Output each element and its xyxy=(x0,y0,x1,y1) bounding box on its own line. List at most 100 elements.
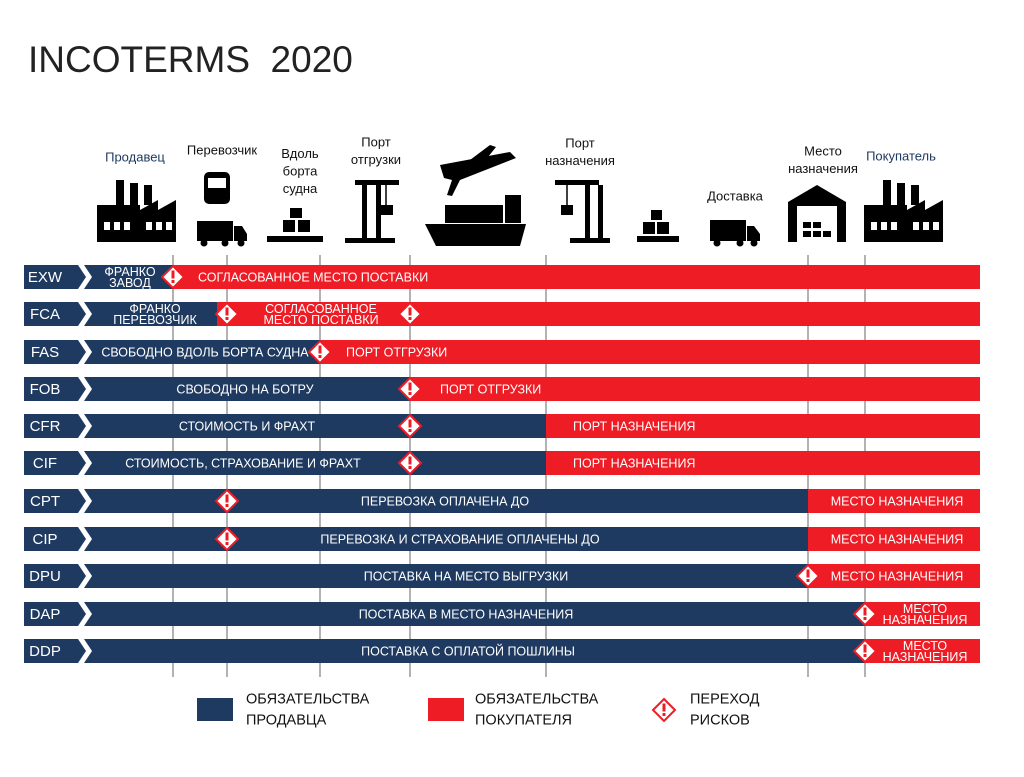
risk-transfer-icon xyxy=(852,638,878,664)
plane-ship-icon xyxy=(425,145,526,246)
seller-bar xyxy=(84,527,808,551)
code: CIP xyxy=(32,531,57,548)
risk-transfer-icon xyxy=(214,488,240,514)
stage-label: назначения xyxy=(788,161,858,176)
seller-bar xyxy=(84,602,865,626)
risk-dot xyxy=(171,280,175,283)
legend-buyer-swatch xyxy=(428,698,464,721)
legend-risk-text: ПЕРЕХОД xyxy=(690,691,760,707)
incoterm-row: FAS СВОБОДНО ВДОЛЬ БОРТА СУДНА ПОРТ ОТГРУЗ… xyxy=(24,340,980,364)
code-box xyxy=(24,377,86,401)
buyer-text: МЕСТО НАЗНАЧЕНИЯ xyxy=(831,494,964,508)
code-box xyxy=(24,639,86,663)
warehouse-icon xyxy=(788,185,846,242)
code-box xyxy=(24,340,86,364)
factory-icon xyxy=(97,180,176,242)
seller-text: СТОИМОСТЬ И ФРАХТ xyxy=(179,419,316,433)
legend-risk-icon xyxy=(651,697,677,723)
risk-dot xyxy=(863,654,867,657)
buyer-bar xyxy=(806,564,980,588)
buyer-text: МЕСТО xyxy=(903,639,947,653)
seller-bar xyxy=(84,302,217,326)
legend-risk-text: РИСКОВ xyxy=(690,712,750,728)
stage-label: Перевозчик xyxy=(187,142,257,157)
risk-transfer-icon xyxy=(214,526,240,552)
code-box xyxy=(24,414,86,438)
code: CIF xyxy=(33,455,57,472)
seller-text: СВОБОДНО НА БОТРУ xyxy=(176,382,313,396)
buyer-text: МЕСТО ПОСТАВКИ xyxy=(263,313,378,327)
buyer-bar xyxy=(408,377,980,401)
code: CPT xyxy=(30,493,60,510)
risk-mark xyxy=(408,307,412,316)
code-box xyxy=(24,602,86,626)
stage-label: Порт xyxy=(361,135,391,150)
buyer-bar xyxy=(863,602,980,626)
seller-bar xyxy=(84,265,173,289)
buyer-text: МЕСТО НАЗНАЧЕНИЯ xyxy=(831,532,964,546)
buyer-bar xyxy=(806,489,980,513)
stage-label: назначения xyxy=(545,153,615,168)
incoterm-row: DPU ПОСТАВКА НА МЕСТО ВЫГРУЗКИ МЕСТО НАЗНА… xyxy=(24,564,980,588)
buyer-text: НАЗНАЧЕНИЯ xyxy=(883,613,968,627)
stage-label: Место xyxy=(804,144,842,159)
risk-dot xyxy=(806,579,810,582)
code-box xyxy=(24,451,86,475)
risk-dot xyxy=(863,617,867,620)
stage-label: Вдоль xyxy=(281,146,319,161)
incoterm-row: DDP ПОСТАВКА С ОПЛАТОЙ ПОШЛИНЫ МЕСТОНАЗНАЧ… xyxy=(24,639,980,664)
risk-mark xyxy=(863,644,867,653)
train-truck-icon xyxy=(197,172,247,247)
buyer-bar xyxy=(806,527,980,551)
seller-text: ПОСТАВКА С ОПЛАТОЙ ПОШЛИНЫ xyxy=(361,643,575,658)
risk-dot xyxy=(225,317,229,320)
factory-icon-2 xyxy=(864,180,943,242)
code: CFR xyxy=(30,418,61,435)
legend-seller-text: ПРОДАВЦА xyxy=(246,712,327,728)
code: EXW xyxy=(28,269,63,286)
incoterm-row: CIF СТОИМОСТЬ, СТРАХОВАНИЕ И ФРАХТ ПОРТ НА… xyxy=(24,451,980,475)
incoterm-row: CIP ПЕРЕВОЗКА И СТРАХОВАНИЕ ОПЛАЧЕНЫ ДО МЕ… xyxy=(24,527,980,551)
stage-label: Доставка xyxy=(707,188,764,203)
code: DPU xyxy=(29,568,61,585)
seller-bar xyxy=(84,564,808,588)
seller-text: ПОСТАВКА В МЕСТО НАЗНАЧЕНИЯ xyxy=(359,607,574,621)
seller-text: СТОИМОСТЬ, СТРАХОВАНИЕ И ФРАХТ xyxy=(125,456,361,470)
crane-icon xyxy=(345,180,399,243)
stage-label: судна xyxy=(283,181,318,196)
seller-text: СВОБОДНО ВДОЛЬ БОРТА СУДНА xyxy=(101,345,309,359)
risk-transfer-icon xyxy=(397,413,423,439)
buyer-bar xyxy=(544,414,980,438)
buyer-text: СОГЛАСОВАННОЕ xyxy=(265,302,377,316)
truck-icon xyxy=(710,220,760,247)
risk-transfer-icon xyxy=(307,339,333,365)
stage-label: Покупатель xyxy=(866,148,936,163)
code: FCA xyxy=(30,306,60,323)
buyer-text: ПОРТ НАЗНАЧЕНИЯ xyxy=(573,419,695,433)
buyer-text: ПОРТ НАЗНАЧЕНИЯ xyxy=(573,456,695,470)
seller-text: ПЕРЕВОЗКА И СТРАХОВАНИЕ ОПЛАЧЕНЫ ДО xyxy=(320,532,600,546)
risk-mark xyxy=(806,569,810,578)
seller-bar xyxy=(84,414,546,438)
code: FOB xyxy=(30,381,61,398)
seller-text: ПОСТАВКА НА МЕСТО ВЫГРУЗКИ xyxy=(364,569,569,583)
stage-label: отгрузки xyxy=(351,152,401,167)
risk-transfer-icon xyxy=(651,697,677,723)
seller-text: ЗАВОД xyxy=(109,276,151,290)
seller-text: ФРАНКО xyxy=(129,302,181,316)
buyer-text: СОГЛАСОВАННОЕ МЕСТО ПОСТАВКИ xyxy=(198,270,428,284)
risk-mark xyxy=(225,532,229,541)
risk-mark xyxy=(662,703,666,712)
risk-dot xyxy=(662,713,666,716)
buyer-bar xyxy=(215,302,980,326)
buyer-bar xyxy=(318,340,980,364)
seller-text: ФРАНКО xyxy=(104,265,156,279)
incoterm-row: CFR СТОИМОСТЬ И ФРАХТ ПОРТ НАЗНАЧЕНИЯ xyxy=(24,414,980,438)
legend-buyer-text: ОБЯЗАТЕЛЬСТВА xyxy=(475,691,599,707)
risk-mark xyxy=(171,270,175,279)
code-box xyxy=(24,489,86,513)
legend-seller-text: ОБЯЗАТЕЛЬСТВА xyxy=(246,691,370,707)
risk-transfer-icon xyxy=(795,563,821,589)
